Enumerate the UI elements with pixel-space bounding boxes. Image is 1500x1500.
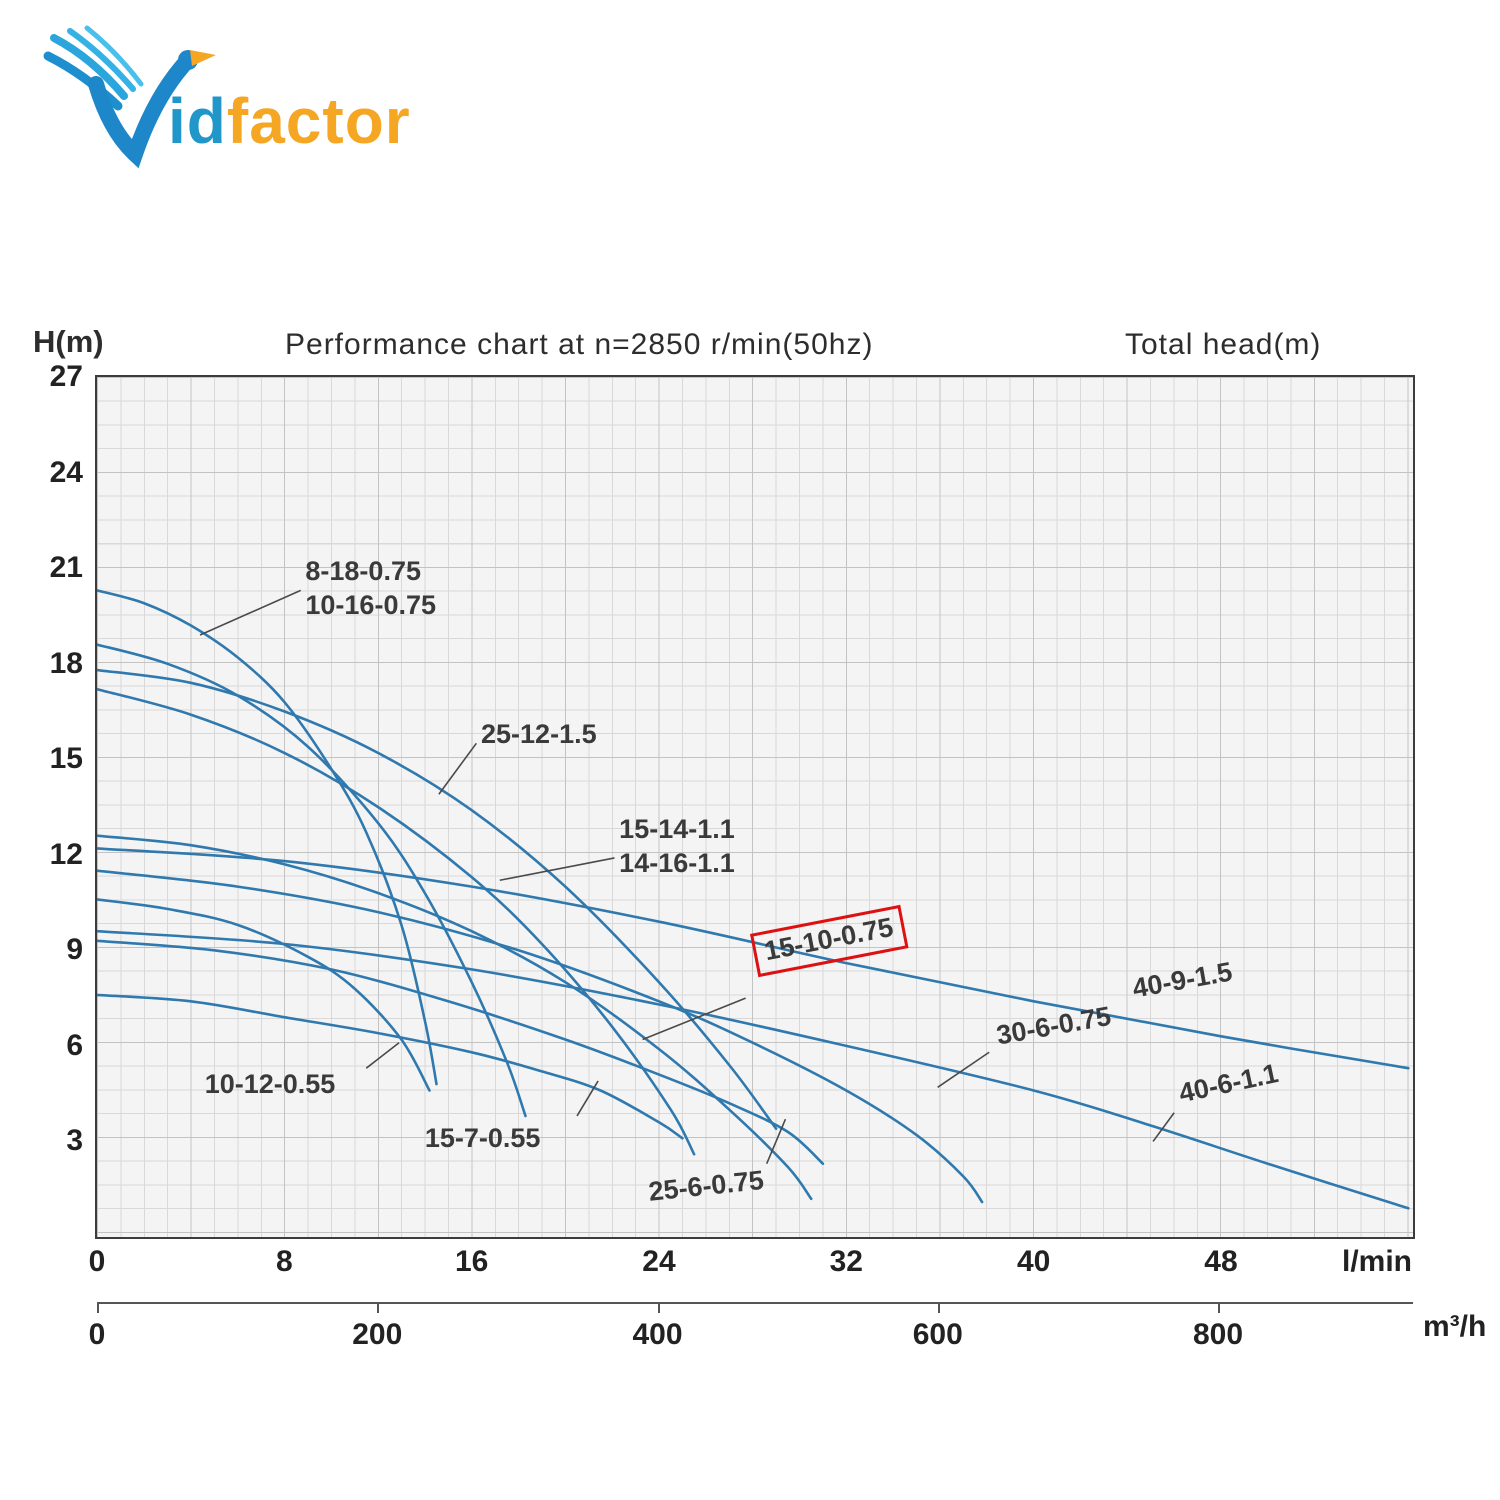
performance-curve xyxy=(97,898,431,1092)
label-leader-line xyxy=(365,1042,400,1069)
curve-label-line: 25-12-1.5 xyxy=(481,718,597,749)
label-leader-line xyxy=(576,1080,599,1117)
performance-curve xyxy=(97,993,684,1140)
y-tick-label: 6 xyxy=(66,1028,83,1062)
curve-label-line: 10-12-0.55 xyxy=(204,1069,336,1100)
curve-label-line: 10-16-0.75 xyxy=(305,590,436,621)
performance-curve xyxy=(97,687,696,1156)
performance-curve xyxy=(97,929,1410,1210)
label-leader-line xyxy=(765,1118,787,1165)
secondary-axis-tick-label: 400 xyxy=(632,1318,683,1351)
bird-icon xyxy=(43,25,216,169)
right-axis-title: Total head(m) xyxy=(1125,328,1322,361)
y-tick-label: 9 xyxy=(66,933,83,967)
y-tick-label: 3 xyxy=(66,1124,83,1158)
curve-label-line: 15-14-1.1 xyxy=(619,814,735,845)
curve-label: 10-12-0.55 xyxy=(205,1068,336,1102)
curve-label: 8-18-0.75 10-16-0.75 xyxy=(305,555,436,623)
secondary-axis-tick xyxy=(657,1304,660,1313)
label-leader-line xyxy=(199,589,302,636)
secondary-axis-tick xyxy=(1218,1304,1220,1313)
logo-text: idfactor xyxy=(168,84,411,158)
performance-curve xyxy=(97,939,825,1165)
curve-label-line: 15-7-0.55 xyxy=(424,1123,541,1154)
curve-label-line: 8-18-0.75 xyxy=(305,556,421,587)
performance-curve xyxy=(97,834,813,1201)
label-leader-line xyxy=(1152,1112,1175,1142)
logo-text-orange: factor xyxy=(226,85,411,157)
y-tick-label: 18 xyxy=(49,646,83,680)
secondary-axis-tick-label: 600 xyxy=(912,1318,963,1351)
x-tick-label: 16 xyxy=(454,1245,489,1278)
curve-label: 15-14-1.1 14-16-1.1 xyxy=(619,813,735,881)
y-tick-label: 12 xyxy=(49,837,83,871)
x-tick-label: 8 xyxy=(275,1245,293,1278)
performance-curve xyxy=(97,668,778,1130)
y-axis-title: H(m) xyxy=(33,324,104,359)
chart-title: Performance chart at n=2850 r/min(50hz) xyxy=(285,328,874,361)
secondary-axis-unit: m³/h xyxy=(1423,1310,1487,1343)
curve-label: 15-7-0.55 xyxy=(425,1122,541,1156)
y-tick-label: 21 xyxy=(49,551,83,585)
x-axis-unit: l/min xyxy=(1342,1245,1413,1278)
x-tick-label: 32 xyxy=(829,1245,863,1278)
plot-area: l/min m³/h 0 200 400 600 800 8-18-0.75 10-16-… xyxy=(50,361,1487,1352)
x-tick-label: 24 xyxy=(642,1245,676,1278)
curves-svg xyxy=(97,589,1410,1210)
x-tick-label: 40 xyxy=(1016,1245,1051,1278)
y-tick-label: 27 xyxy=(49,360,83,393)
performance-curve xyxy=(97,847,1410,1070)
label-leader-line xyxy=(642,997,746,1041)
secondary-axis-tick-label: 0 xyxy=(88,1318,106,1351)
logo-text-blue: id xyxy=(168,85,227,157)
secondary-axis-tick xyxy=(937,1304,940,1313)
y-tick-label: 15 xyxy=(49,742,83,776)
label-leader-line xyxy=(438,742,477,795)
secondary-axis-line xyxy=(97,1302,1413,1304)
performance-curve xyxy=(97,869,984,1204)
secondary-axis-tick xyxy=(377,1304,380,1313)
label-leader-line xyxy=(937,1051,990,1088)
label-leader-line xyxy=(499,857,615,882)
x-tick-label: 48 xyxy=(1204,1245,1238,1278)
secondary-axis-tick xyxy=(97,1304,99,1313)
performance-curve xyxy=(97,589,438,1086)
curve-label-line: 14-16-1.1 xyxy=(619,848,735,879)
secondary-axis-tick-label: 800 xyxy=(1192,1318,1244,1351)
x-tick-label: 0 xyxy=(88,1245,106,1278)
performance-curve xyxy=(97,643,527,1118)
y-tick-label: 24 xyxy=(49,455,83,489)
curve-label: 25-12-1.5 xyxy=(481,718,597,752)
vidfactor-logo: idfactor xyxy=(40,22,460,192)
secondary-axis-tick-label: 200 xyxy=(352,1318,403,1351)
secondary-axis: m³/h 0 200 400 600 800 xyxy=(89,1302,1486,1372)
